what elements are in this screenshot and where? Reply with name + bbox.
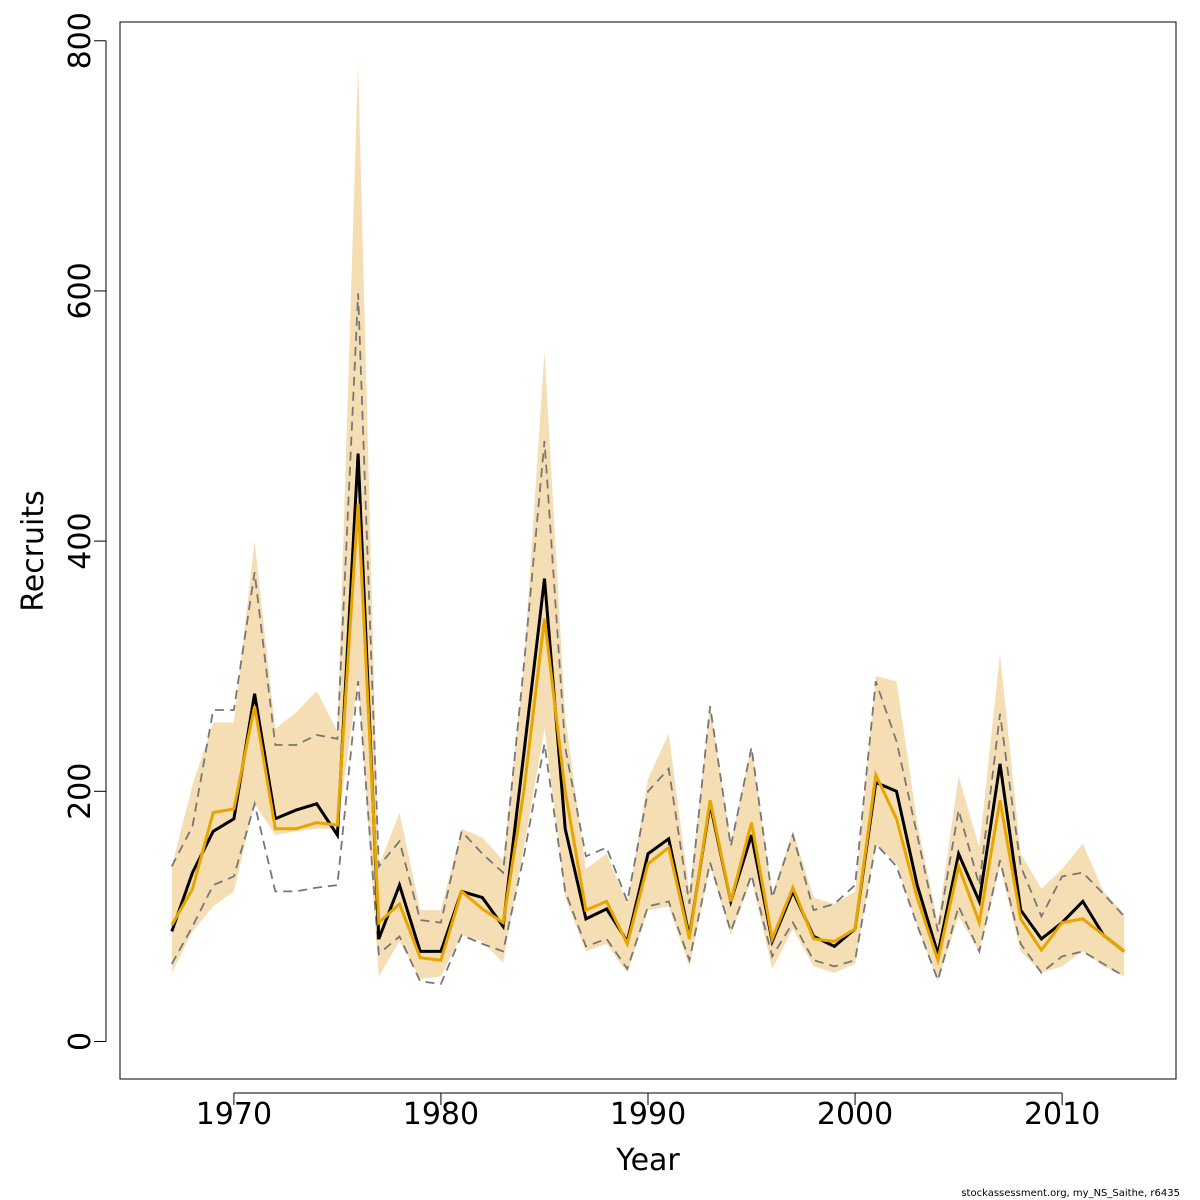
series-lines-layer [170, 293, 1126, 985]
y-tick-label: 0 [63, 1032, 98, 1051]
x-tick-label: 1970 [196, 1097, 272, 1132]
confidence-band [171, 63, 1125, 982]
reference-lower-bound-line [171, 681, 1125, 985]
y-tick-label: 200 [63, 763, 98, 820]
x-axis-title: Year [615, 1143, 680, 1178]
y-tick-label: 400 [63, 512, 98, 569]
y-axis-title: Recruits [16, 490, 51, 612]
footer-credit: stockassessment.org, my_NS_Saithe, r6435 [961, 1188, 1180, 1199]
x-tick-label: 1980 [403, 1097, 479, 1132]
reference-upper-bound-line [171, 293, 1125, 932]
x-tick-label: 2010 [1024, 1097, 1100, 1132]
estimate-series-line [170, 503, 1126, 966]
x-tick-label: 2000 [817, 1097, 893, 1132]
axes-layer: 0 200 400 600 800 1970 1980 1990 2000 2010 [63, 12, 1100, 1132]
confidence-band-layer [171, 63, 1125, 982]
y-tick-label: 800 [63, 12, 98, 69]
x-tick-label: 1990 [610, 1097, 686, 1132]
plot-frame [119, 21, 1177, 1080]
y-tick-label: 600 [63, 262, 98, 319]
